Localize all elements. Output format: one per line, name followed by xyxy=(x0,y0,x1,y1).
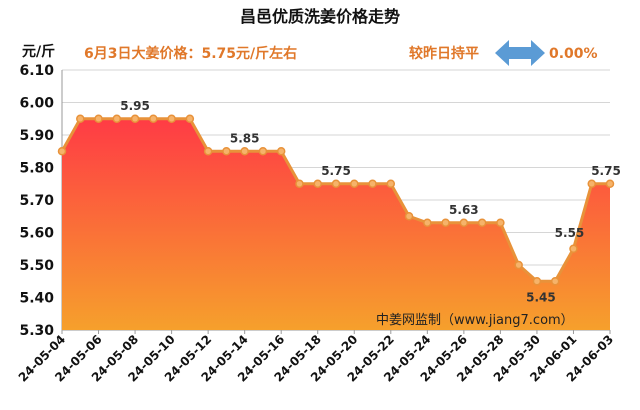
data-point xyxy=(605,179,615,188)
data-label: 5.63 xyxy=(449,203,479,217)
data-point xyxy=(203,147,213,156)
y-tick-label: 5.90 xyxy=(19,128,54,144)
y-axis-ticks: 5.30 5.40 5.50 5.60 5.70 5.80 5.90 6.00 6.10 xyxy=(19,63,54,339)
data-point xyxy=(459,218,469,227)
data-point xyxy=(587,179,596,188)
data-point xyxy=(149,114,158,123)
data-point xyxy=(423,218,432,227)
data-point xyxy=(240,147,249,156)
y-tick-label: 5.40 xyxy=(19,291,54,307)
data-point xyxy=(514,260,523,270)
data-label: 5.85 xyxy=(230,131,260,145)
y-tick-label: 5.50 xyxy=(19,258,54,274)
y-unit-label: 元/斤 xyxy=(22,43,55,60)
data-labels: 5.95 5.85 5.75 5.63 5.45 5.55 5.75 xyxy=(120,99,621,305)
data-point xyxy=(167,114,176,123)
y-tick-label: 6.10 xyxy=(19,63,54,79)
data-point xyxy=(94,114,103,123)
data-label: 5.55 xyxy=(555,226,585,240)
change-note-value: 0.00% xyxy=(549,46,598,62)
data-point xyxy=(130,114,140,123)
data-point xyxy=(569,244,578,253)
data-point xyxy=(295,179,304,188)
data-point xyxy=(404,212,414,221)
data-point xyxy=(57,147,67,156)
data-point xyxy=(477,218,487,227)
data-point xyxy=(350,179,359,188)
data-point xyxy=(313,179,322,188)
y-tick-label: 6.00 xyxy=(19,96,54,112)
y-tick-label: 5.60 xyxy=(19,226,54,242)
data-point xyxy=(258,147,268,156)
data-label: 5.75 xyxy=(591,164,621,178)
data-point xyxy=(441,218,450,227)
data-point xyxy=(368,179,377,188)
data-point xyxy=(496,218,505,227)
y-tick-label: 5.80 xyxy=(19,161,54,177)
data-label: 5.95 xyxy=(120,99,150,113)
y-tick-label: 5.30 xyxy=(19,323,54,339)
area-fill xyxy=(62,118,610,330)
data-points xyxy=(57,114,615,286)
data-point xyxy=(550,277,560,286)
data-label: 5.75 xyxy=(321,164,351,178)
x-axis-ticks: 24-05-0424-05-0624-05-0824-05-1024-05-12… xyxy=(16,330,616,385)
double-arrow-icon xyxy=(495,40,545,66)
price-note: 6月3日大姜价格：5.75元/斤左右 xyxy=(84,45,297,62)
data-point xyxy=(386,179,396,188)
watermark: 中姜网监制（www.jiang7.com） xyxy=(376,313,574,328)
data-point xyxy=(185,114,195,123)
chart-title: 昌邑优质洗姜价格走势 xyxy=(240,7,400,26)
data-point xyxy=(222,147,231,156)
data-point xyxy=(331,179,341,188)
data-point xyxy=(276,147,286,156)
y-tick-label: 5.70 xyxy=(19,193,54,209)
price-area xyxy=(62,118,610,330)
data-label: 5.45 xyxy=(526,290,556,304)
data-point xyxy=(112,114,122,123)
data-point xyxy=(532,277,542,286)
data-point xyxy=(76,114,85,123)
change-note-label: 较昨日持平 xyxy=(409,45,479,62)
